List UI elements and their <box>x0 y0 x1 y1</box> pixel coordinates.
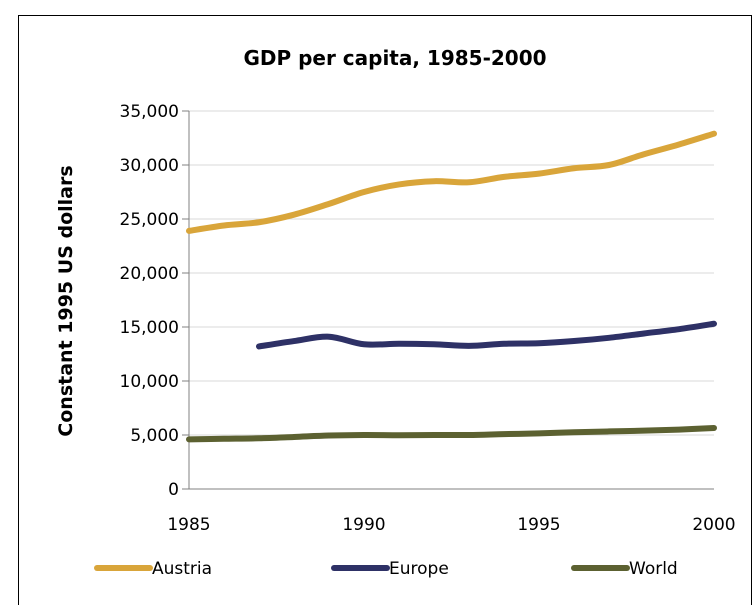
y-axis-label: Constant 1995 US dollars <box>55 165 77 436</box>
y-tick-label: 0 <box>168 480 179 500</box>
y-tick-label: 10,000 <box>120 372 179 392</box>
series-lines <box>186 130 717 443</box>
series-line-world <box>186 424 717 443</box>
chart-frame <box>18 15 752 605</box>
axes <box>182 110 714 490</box>
y-tick-label: 35,000 <box>120 102 179 122</box>
x-tick-label: 1990 <box>342 515 385 535</box>
series-line-austria <box>186 130 717 234</box>
x-tick-label: 1995 <box>517 515 560 535</box>
y-tick-label: 5,000 <box>130 426 179 446</box>
series-line-europe <box>256 320 717 350</box>
x-tick-label: 2000 <box>692 515 735 535</box>
legend-label-world: World <box>629 559 678 579</box>
y-tick-label: 30,000 <box>120 156 179 176</box>
y-tick-label: 15,000 <box>120 318 179 338</box>
tick-labels: 0 5,000 10,000 15,000 20,000 25,000 30,000 35,0… <box>120 102 736 535</box>
y-tick-label: 20,000 <box>120 264 179 284</box>
legend: Austria Europe World <box>94 559 678 579</box>
legend-label-europe: Europe <box>389 559 449 579</box>
x-tick-label: 1985 <box>167 515 210 535</box>
y-tick-label: 25,000 <box>120 210 179 230</box>
chart-title: GDP per capita, 1985-2000 <box>243 46 546 70</box>
legend-label-austria: Austria <box>152 559 212 579</box>
